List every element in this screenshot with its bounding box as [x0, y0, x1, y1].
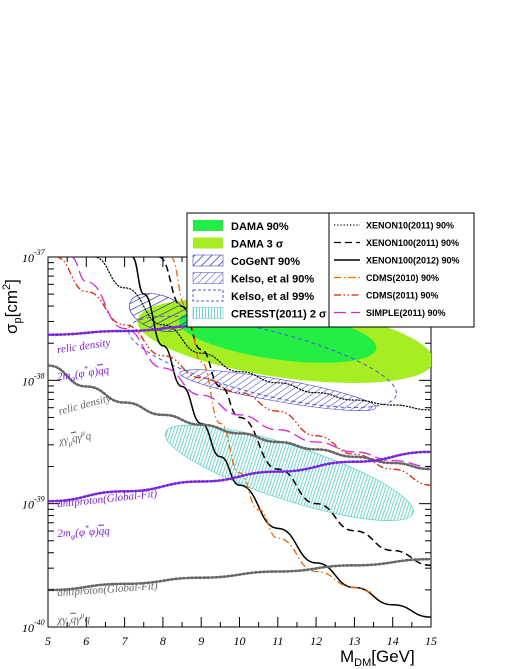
x-tick-label: 9 — [198, 634, 204, 648]
region-kelso-et-al-90- — [179, 369, 377, 411]
x-tick-label: 13 — [348, 634, 360, 648]
legend-swatch — [192, 254, 224, 267]
series-line-relic-density-chi — [48, 364, 431, 471]
series-line-cdms-2010-90- — [170, 257, 374, 594]
curve-annotation: χγμqγμq — [56, 427, 92, 450]
legend-label: CoGeNT 90% — [231, 256, 300, 268]
series-line-simple-2011-90- — [70, 257, 431, 468]
series-line-xenon10-2011-90- — [93, 257, 431, 411]
x-tick-label: 5 — [45, 634, 51, 648]
curve-annotation: χγμqγμq — [56, 610, 91, 628]
y-axis-title: σp[cm2] — [1, 279, 24, 334]
x-axis-title: MDM[GeV] — [340, 647, 415, 669]
legend-label: SIMPLE(2011) 90% — [366, 308, 446, 318]
legend-label: XENON100(2012) 90% — [366, 256, 460, 266]
legend-label: XENON100(2011) 90% — [366, 238, 459, 248]
legend: DAMA 90% DAMA 3 σ CoGeNT 90% Kelso, et al 9… — [186, 212, 475, 328]
y-tick-label: 10-37 — [22, 248, 46, 265]
curve-annotation: 2mφ(φ*φ)qq — [56, 361, 111, 385]
x-tick-label: 10 — [234, 634, 246, 648]
legend-swatch — [192, 289, 224, 302]
legend-label: DAMA 3 σ — [231, 239, 284, 251]
x-tick-label: 12 — [310, 634, 322, 648]
legend-label: DAMA 90% — [231, 221, 289, 233]
x-tick-label: 7 — [122, 634, 129, 648]
y-tick-label: 10-39 — [22, 495, 45, 512]
legend-label: Kelso, et al 99% — [231, 291, 314, 303]
legend-label: CRESST(2011) 2 σ — [231, 309, 327, 321]
x-tick-label: 14 — [387, 634, 399, 648]
legend-label: Kelso, et al 90% — [231, 274, 314, 286]
legend-swatch — [192, 272, 224, 284]
legend-label: CDMS(2010) 90% — [366, 273, 439, 283]
y-tick-label: 10-40 — [22, 618, 45, 635]
x-tick-label: 6 — [83, 634, 89, 648]
y-tick-label: 10-38 — [22, 371, 45, 388]
legend-swatch — [193, 220, 223, 231]
series-line-antiproton-2m — [48, 450, 431, 503]
curve-annotation: 2mφ(φ*φ)qq — [57, 522, 111, 542]
legend-swatch — [193, 237, 223, 249]
x-tick-label: 11 — [272, 634, 283, 648]
legend-swatch — [192, 307, 224, 319]
legend-label: XENON10(2011) 90% — [366, 221, 454, 231]
x-tick-label: 15 — [425, 634, 437, 648]
x-tick-label: 8 — [160, 634, 166, 648]
legend-label: CDMS(2011) 90% — [366, 291, 439, 301]
series-line-antiproton-chi — [48, 557, 431, 592]
